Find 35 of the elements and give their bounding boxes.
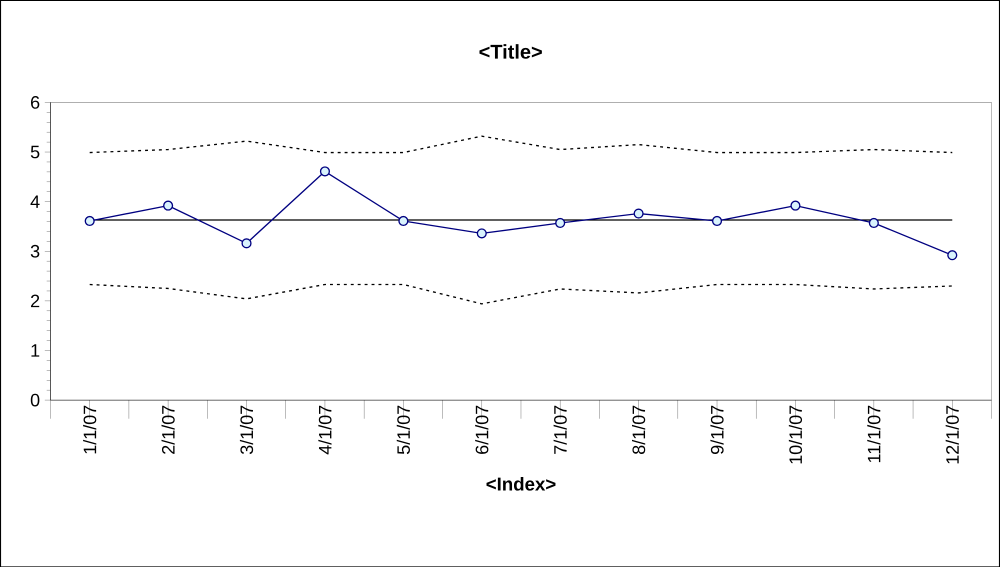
point bbox=[398, 216, 408, 226]
line-series bbox=[89, 284, 953, 304]
y-tick-label: 4 bbox=[30, 195, 40, 208]
point bbox=[712, 216, 722, 226]
x-tick-label: 5/1/07 bbox=[396, 405, 410, 454]
point bbox=[476, 228, 487, 238]
point bbox=[320, 166, 330, 176]
point bbox=[555, 218, 566, 228]
x-tick-label: 6/1/07 bbox=[475, 405, 488, 454]
point bbox=[163, 200, 174, 210]
line-series bbox=[89, 135, 953, 153]
y-tick-label: 1 bbox=[31, 344, 40, 356]
x-tick-label: 11/1/07 bbox=[867, 405, 880, 462]
x-tick-label: 12/1/07 bbox=[946, 405, 959, 464]
x-tick-label: 8/1/07 bbox=[632, 405, 646, 454]
chart-title: <Title> bbox=[479, 44, 542, 59]
point bbox=[868, 218, 879, 228]
y-tick-label: 0 bbox=[30, 394, 40, 406]
point bbox=[84, 216, 95, 226]
point bbox=[947, 250, 958, 260]
x-axis-title: <Index> bbox=[486, 476, 556, 490]
y-tick-label: 6 bbox=[31, 96, 40, 109]
x-tick-label: 7/1/07 bbox=[554, 405, 567, 454]
y-tick-label: 5 bbox=[30, 146, 40, 158]
point bbox=[241, 238, 252, 248]
y-tick-label: 3 bbox=[30, 244, 40, 258]
x-tick-label: 4/1/07 bbox=[318, 405, 332, 454]
y-tick-label: 2 bbox=[30, 294, 40, 307]
x-tick-label: 9/1/07 bbox=[710, 405, 724, 454]
x-tick-label: 10/1/07 bbox=[788, 405, 802, 464]
x-tick-label: 3/1/07 bbox=[240, 405, 254, 454]
point bbox=[790, 200, 800, 210]
x-tick-label: 1/1/07 bbox=[83, 405, 96, 454]
x-tick-label: 2/1/07 bbox=[162, 405, 175, 454]
point bbox=[634, 208, 644, 218]
